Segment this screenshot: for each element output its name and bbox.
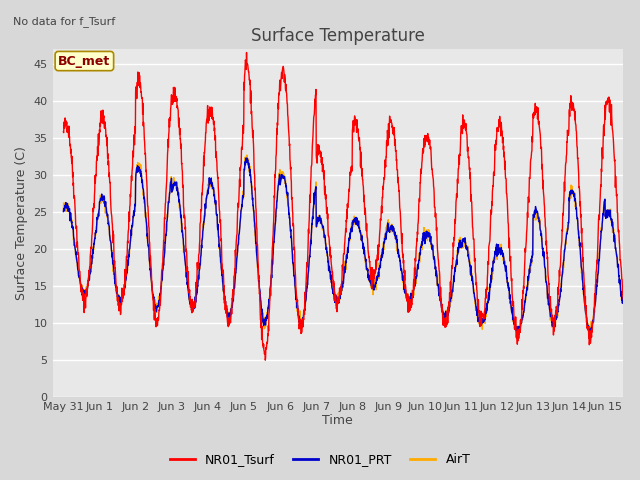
Line: AirT: AirT: [63, 155, 623, 331]
NR01_Tsurf: [60, 129, 67, 135]
Text: BC_met: BC_met: [58, 55, 111, 68]
NR01_PRT: [604, 215, 611, 220]
NR01_Tsurf: [620, 296, 627, 302]
NR01_Tsurf: [317, 160, 325, 166]
NR01_PRT: [88, 259, 96, 264]
NR01_PRT: [332, 293, 340, 299]
NR01_PRT: [620, 299, 627, 304]
NR01_Tsurf: [243, 49, 250, 55]
Y-axis label: Surface Temperature (C): Surface Temperature (C): [15, 146, 28, 300]
NR01_Tsurf: [604, 98, 611, 104]
NR01_PRT: [60, 209, 67, 215]
NR01_Tsurf: [604, 100, 611, 106]
NR01_Tsurf: [332, 299, 340, 305]
AirT: [88, 259, 96, 265]
AirT: [620, 298, 627, 304]
AirT: [604, 208, 611, 214]
NR01_PRT: [243, 156, 251, 161]
NR01_Tsurf: [501, 167, 509, 172]
AirT: [604, 210, 611, 216]
X-axis label: Time: Time: [323, 414, 353, 427]
NR01_PRT: [512, 328, 520, 334]
Line: NR01_Tsurf: NR01_Tsurf: [63, 52, 623, 360]
Text: No data for f_Tsurf: No data for f_Tsurf: [13, 16, 115, 27]
AirT: [500, 260, 508, 266]
NR01_PRT: [500, 259, 508, 264]
NR01_PRT: [604, 211, 611, 216]
NR01_PRT: [317, 220, 325, 226]
Line: NR01_PRT: NR01_PRT: [63, 158, 623, 331]
AirT: [513, 328, 521, 334]
Title: Surface Temperature: Surface Temperature: [251, 26, 425, 45]
AirT: [332, 302, 340, 308]
AirT: [243, 152, 251, 158]
AirT: [317, 220, 325, 226]
Legend: NR01_Tsurf, NR01_PRT, AirT: NR01_Tsurf, NR01_PRT, AirT: [164, 448, 476, 471]
NR01_Tsurf: [262, 357, 269, 363]
NR01_Tsurf: [88, 232, 96, 238]
AirT: [60, 208, 67, 214]
